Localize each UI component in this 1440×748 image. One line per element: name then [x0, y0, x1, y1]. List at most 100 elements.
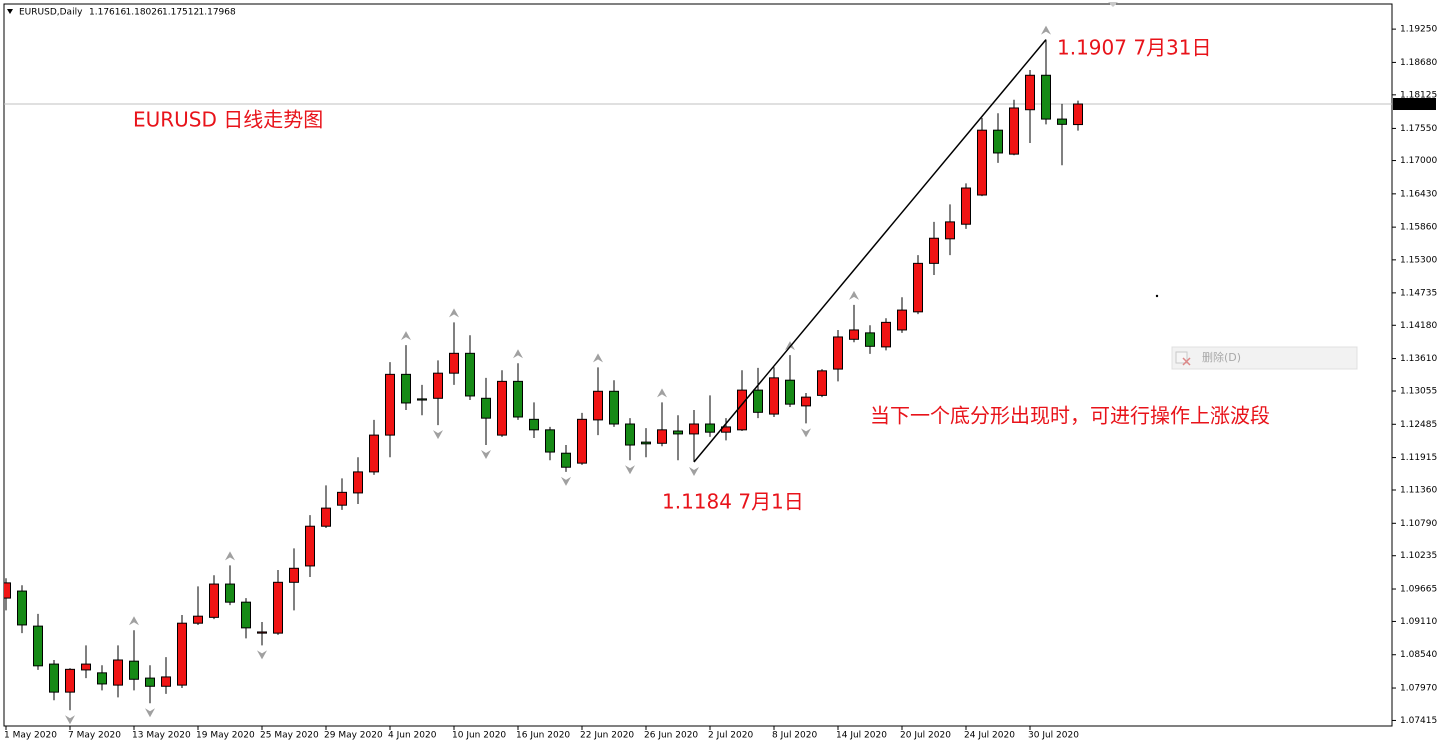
candle-body [449, 352, 459, 374]
x-tick-label: 10 Jun 2020 [452, 731, 506, 741]
x-tick-label: 20 Jul 2020 [900, 731, 951, 741]
candle-body [737, 389, 747, 431]
y-tick-label: 1.15860 [1400, 223, 1437, 233]
candle-body [977, 129, 987, 196]
candle-body [1057, 118, 1067, 125]
candle-body [849, 329, 859, 340]
current-price-box [1393, 98, 1436, 111]
candle-body [881, 321, 891, 348]
candle-body [657, 429, 667, 444]
candle-body [241, 601, 251, 629]
header-low: 1.17512 [162, 8, 199, 18]
candle-body [513, 380, 523, 418]
candle-body [305, 525, 315, 567]
candle-body [785, 379, 795, 405]
fractal-up [1041, 25, 1051, 35]
y-tick-label: 1.09110 [1400, 617, 1437, 627]
header-open: 1.17616 [89, 8, 126, 18]
candle-body [577, 418, 587, 464]
current-price-label: 1.17968 [1397, 100, 1434, 110]
candle-body [161, 676, 171, 687]
header-high: 1.18026 [126, 8, 163, 18]
plot-frame [3, 3, 1393, 727]
candle-body [1009, 107, 1019, 155]
fractal-down [257, 650, 267, 660]
candle-body [481, 397, 491, 419]
x-tick-label: 24 Jul 2020 [964, 731, 1015, 741]
y-tick-label: 1.17000 [1400, 156, 1437, 166]
candle-body [113, 659, 123, 686]
candle-body [561, 452, 571, 468]
candle-body [753, 389, 763, 413]
candle-body [817, 370, 827, 396]
fractal-down [801, 428, 811, 438]
fractal-up [129, 616, 139, 626]
candle-body [177, 622, 187, 686]
y-tick-label: 1.11360 [1400, 486, 1437, 496]
candle-body [865, 332, 875, 347]
candle-body [913, 262, 923, 313]
candle-body [929, 237, 939, 264]
fractal-down [65, 715, 75, 725]
y-tick-label: 1.18125 [1400, 90, 1437, 100]
candle-body [673, 430, 683, 435]
candle-body [49, 663, 59, 693]
y-tick-label: 1.08540 [1400, 650, 1437, 660]
candle-body [193, 615, 203, 624]
candle-body [209, 583, 219, 618]
stray-dot [1155, 294, 1159, 298]
candle-body [369, 434, 379, 473]
fractal-down [145, 708, 155, 718]
candle-body [465, 352, 475, 397]
y-tick-label: 1.16430 [1400, 189, 1437, 199]
candle-body [545, 429, 555, 453]
candle-body [945, 221, 955, 240]
candle-body [529, 418, 539, 431]
menu-item-bg[interactable] [1171, 346, 1358, 370]
annotation: 1.1907 7月31日 [1057, 36, 1212, 60]
x-tick-label: 2 Jul 2020 [708, 731, 753, 741]
y-tick-label: 1.18680 [1400, 58, 1437, 68]
y-tick-label: 1.09665 [1400, 585, 1437, 595]
candle-body [897, 309, 907, 331]
candle-body [801, 396, 811, 407]
menu-icon-cross [1182, 357, 1191, 366]
y-tick-label: 1.07415 [1400, 716, 1437, 726]
annotation: EURUSD 日线走势图 [133, 108, 323, 132]
menu-item-label[interactable]: 删除(D) [1202, 350, 1241, 364]
candle-body [1025, 74, 1035, 111]
y-tick-label: 1.14735 [1400, 288, 1437, 298]
fractal-up [785, 341, 795, 351]
fractal-up [449, 308, 459, 318]
candle-body [497, 380, 507, 436]
candle-body [145, 677, 155, 687]
candle-body [961, 187, 971, 225]
candle-body [289, 567, 299, 583]
candle-body [593, 390, 603, 421]
y-tick-label: 1.12485 [1400, 420, 1437, 430]
candle-body [337, 491, 347, 506]
fractal-up [593, 353, 603, 363]
candle-body [625, 423, 635, 446]
candle-body [385, 373, 395, 436]
x-tick-label: 29 May 2020 [324, 731, 383, 741]
annotation: 当下一个底分形出现时，可进行操作上涨波段 [870, 404, 1270, 428]
candle-body [1073, 103, 1083, 126]
shift-marker [1108, 2, 1118, 7]
candle-body [833, 336, 843, 370]
candle-body [273, 581, 283, 634]
y-tick-label: 1.15300 [1400, 255, 1437, 265]
x-tick-label: 26 Jun 2020 [644, 731, 698, 741]
candle-body [417, 398, 427, 401]
context-menu[interactable]: 删除(D) [1171, 346, 1358, 370]
candle-body [129, 660, 139, 680]
y-tick-label: 1.10235 [1400, 551, 1437, 561]
candle-body [353, 471, 363, 494]
y-tick-label: 1.13055 [1400, 386, 1437, 396]
candle-body [609, 390, 619, 425]
annotation: 1.1184 7月1日 [662, 490, 804, 514]
fractal-down [433, 430, 443, 440]
fractal-up [657, 388, 667, 398]
fractal-up [849, 290, 859, 300]
